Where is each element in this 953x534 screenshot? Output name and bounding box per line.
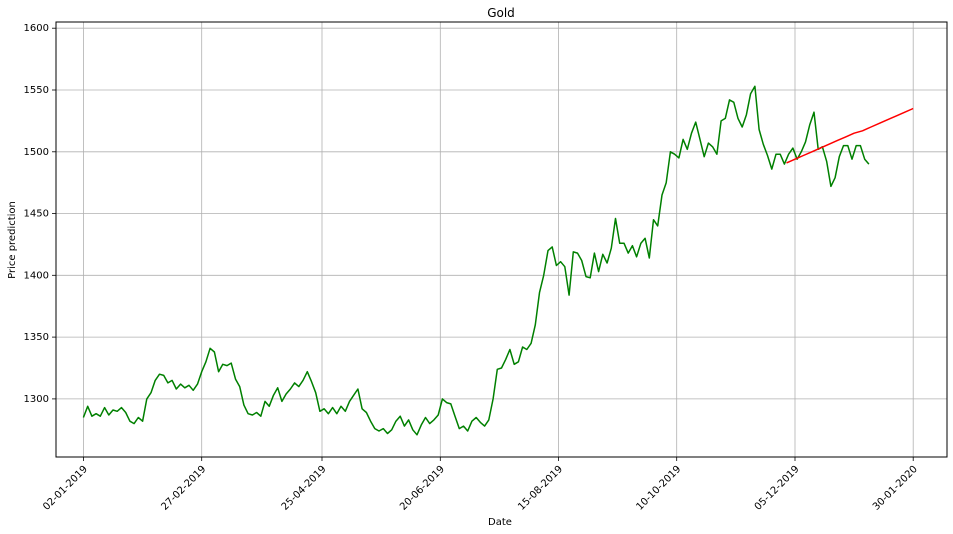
y-axis-label: Price prediction <box>7 201 18 279</box>
y-tick-label: 1350 <box>24 332 49 343</box>
y-tick-label: 1450 <box>24 209 49 220</box>
y-tick-label: 1300 <box>24 394 49 405</box>
grid-lines <box>56 22 947 457</box>
y-tick-label: 1400 <box>24 270 49 281</box>
y-tick-label: 1500 <box>24 147 49 158</box>
y-tick-label: 1600 <box>24 23 49 34</box>
y-axis-ticks: 1300 1350 1400 1450 1500 1550 1600 <box>24 23 56 405</box>
plot-frame <box>55 21 948 458</box>
x-axis-label: Date <box>488 517 512 528</box>
chart-title: Gold <box>487 6 515 20</box>
series-layer <box>82 85 914 436</box>
y-tick-label: 1550 <box>24 85 49 96</box>
series-line-actual <box>82 85 870 436</box>
series-line-prediction <box>786 107 914 164</box>
